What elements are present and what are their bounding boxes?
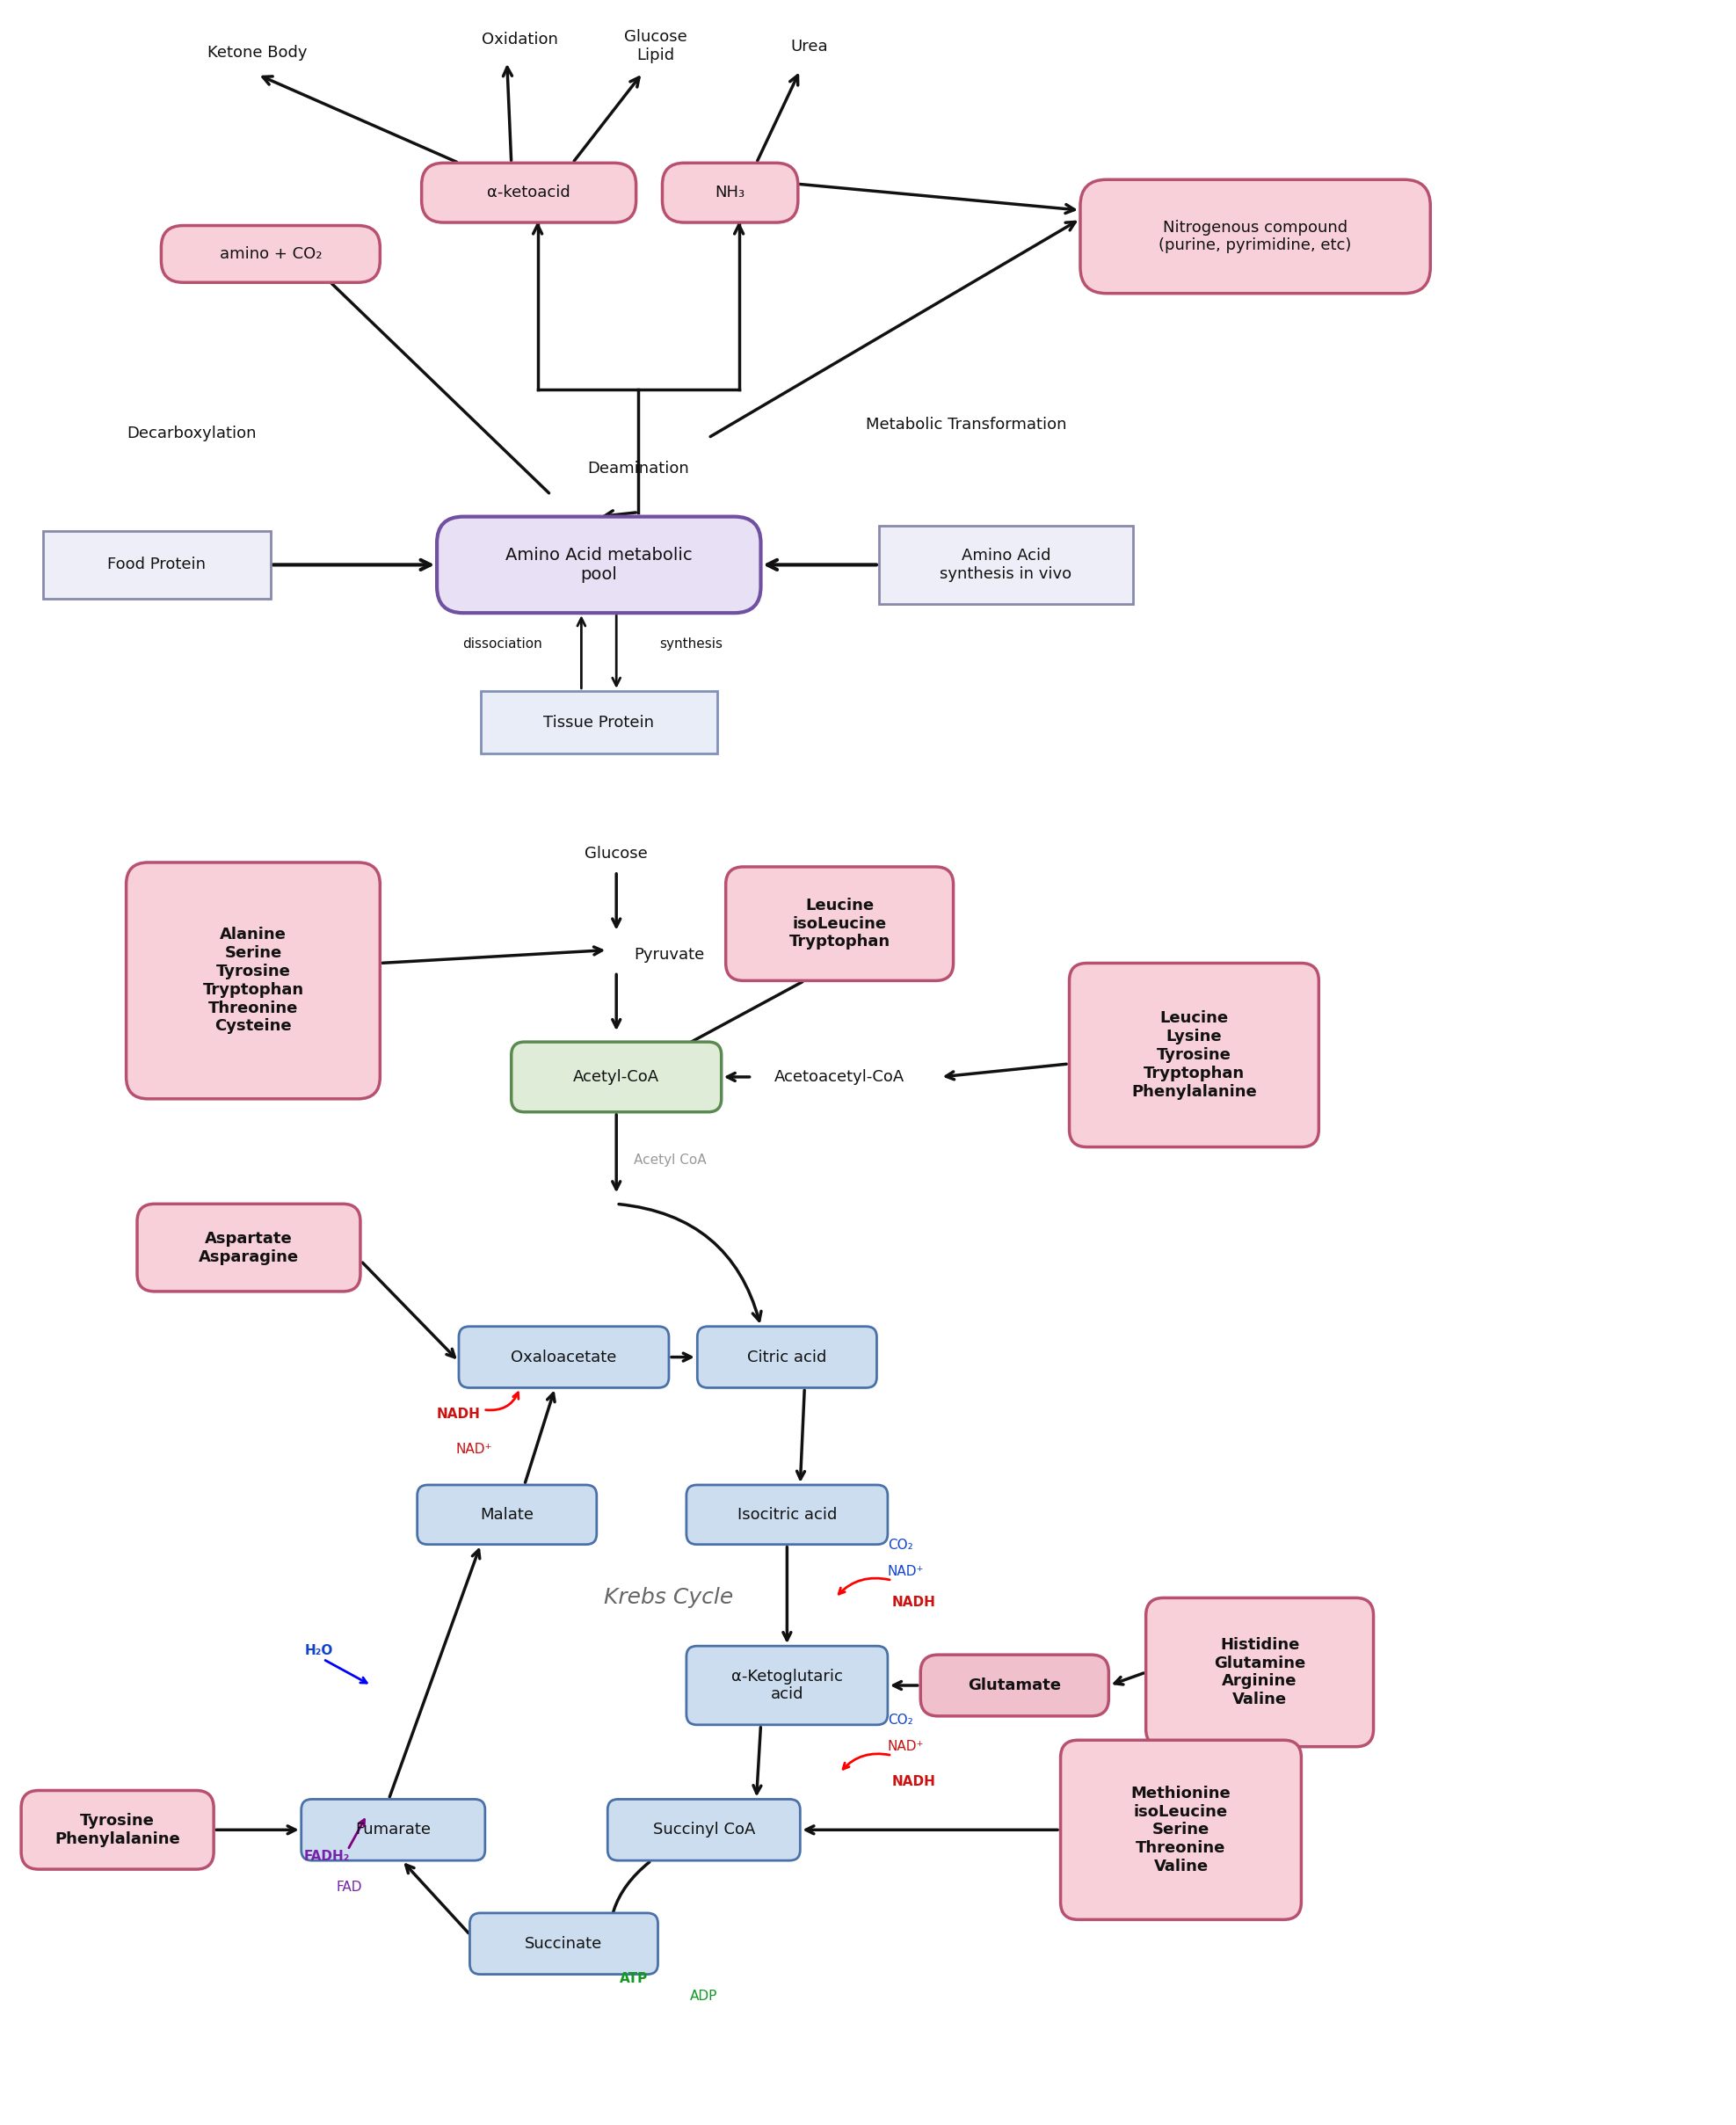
FancyBboxPatch shape — [726, 867, 953, 980]
FancyBboxPatch shape — [21, 1791, 214, 1870]
Text: Ketone Body: Ketone Body — [208, 45, 307, 60]
Text: CO₂: CO₂ — [887, 1538, 913, 1551]
Text: Krebs Cycle: Krebs Cycle — [604, 1587, 734, 1609]
FancyBboxPatch shape — [422, 164, 635, 223]
FancyBboxPatch shape — [481, 691, 717, 754]
Text: Pyruvate: Pyruvate — [634, 946, 705, 963]
Text: Amino Acid metabolic
pool: Amino Acid metabolic pool — [505, 546, 693, 582]
Text: Succinate: Succinate — [524, 1936, 602, 1951]
Text: α-Ketoglutaric
acid: α-Ketoglutaric acid — [731, 1668, 842, 1702]
Text: Amino Acid
synthesis in vivo: Amino Acid synthesis in vivo — [939, 548, 1071, 582]
Text: Citric acid: Citric acid — [746, 1349, 826, 1364]
Text: Oxaloacetate: Oxaloacetate — [510, 1349, 616, 1364]
Text: Tissue Protein: Tissue Protein — [543, 714, 654, 731]
FancyBboxPatch shape — [1080, 181, 1430, 293]
Text: Glutamate: Glutamate — [969, 1677, 1061, 1694]
FancyBboxPatch shape — [878, 525, 1134, 604]
Text: NADH: NADH — [437, 1407, 481, 1422]
FancyBboxPatch shape — [1061, 1740, 1302, 1919]
Text: NADH: NADH — [892, 1596, 936, 1609]
Text: NAD⁺: NAD⁺ — [887, 1740, 924, 1753]
Text: Metabolic Transformation: Metabolic Transformation — [866, 417, 1068, 434]
FancyBboxPatch shape — [43, 531, 271, 599]
FancyBboxPatch shape — [437, 516, 760, 612]
FancyBboxPatch shape — [458, 1326, 668, 1388]
Text: Food Protein: Food Protein — [108, 557, 207, 574]
Text: Aspartate
Asparagine: Aspartate Asparagine — [198, 1230, 299, 1264]
Text: Histidine
Glutamine
Arginine
Valine: Histidine Glutamine Arginine Valine — [1213, 1636, 1305, 1709]
Text: Alanine
Serine
Tyrosine
Tryptophan
Threonine
Cysteine: Alanine Serine Tyrosine Tryptophan Threo… — [203, 926, 304, 1035]
FancyBboxPatch shape — [137, 1205, 361, 1292]
Text: Decarboxylation: Decarboxylation — [127, 425, 257, 442]
Text: Isocitric acid: Isocitric acid — [738, 1507, 837, 1524]
Text: Succinyl CoA: Succinyl CoA — [653, 1821, 755, 1838]
Text: Acetoacetyl-CoA: Acetoacetyl-CoA — [774, 1069, 904, 1086]
Text: Acetyl-CoA: Acetyl-CoA — [573, 1069, 660, 1086]
Text: Nitrogenous compound
(purine, pyrimidine, etc): Nitrogenous compound (purine, pyrimidine… — [1160, 219, 1352, 253]
Text: Glucose: Glucose — [585, 846, 648, 861]
FancyBboxPatch shape — [698, 1326, 877, 1388]
FancyBboxPatch shape — [512, 1041, 722, 1111]
FancyBboxPatch shape — [686, 1485, 887, 1545]
Text: Fumarate: Fumarate — [356, 1821, 431, 1838]
FancyBboxPatch shape — [920, 1655, 1109, 1717]
FancyBboxPatch shape — [302, 1800, 484, 1862]
Text: Glucose
Lipid: Glucose Lipid — [625, 30, 687, 64]
FancyBboxPatch shape — [417, 1485, 597, 1545]
FancyBboxPatch shape — [1069, 963, 1319, 1148]
Text: Leucine
Lysine
Tyrosine
Tryptophan
Phenylalanine: Leucine Lysine Tyrosine Tryptophan Pheny… — [1132, 1012, 1257, 1099]
Text: Deamination: Deamination — [587, 461, 689, 476]
Text: Methionine
isoLeucine
Serine
Threonine
Valine: Methionine isoLeucine Serine Threonine V… — [1130, 1785, 1231, 1874]
Text: CO₂: CO₂ — [887, 1715, 913, 1728]
Text: NH₃: NH₃ — [715, 185, 745, 200]
Text: Acetyl CoA: Acetyl CoA — [634, 1154, 707, 1167]
Text: Urea: Urea — [790, 38, 828, 55]
FancyBboxPatch shape — [1146, 1598, 1373, 1747]
Text: Leucine
isoLeucine
Tryptophan: Leucine isoLeucine Tryptophan — [788, 897, 891, 950]
Text: FADH₂: FADH₂ — [304, 1849, 349, 1864]
FancyBboxPatch shape — [127, 863, 380, 1099]
Text: synthesis: synthesis — [660, 638, 722, 650]
FancyBboxPatch shape — [663, 164, 799, 223]
FancyBboxPatch shape — [161, 225, 380, 283]
FancyBboxPatch shape — [470, 1913, 658, 1974]
Text: ATP: ATP — [620, 1972, 648, 1985]
Text: amino + CO₂: amino + CO₂ — [219, 247, 321, 261]
Text: α-ketoacid: α-ketoacid — [488, 185, 571, 200]
Text: FAD: FAD — [337, 1881, 363, 1893]
Text: Oxidation: Oxidation — [483, 32, 559, 47]
Text: dissociation: dissociation — [464, 638, 542, 650]
Text: ADP: ADP — [691, 1989, 717, 2002]
FancyBboxPatch shape — [608, 1800, 800, 1862]
Text: NAD⁺: NAD⁺ — [455, 1443, 491, 1456]
Text: NADH: NADH — [892, 1774, 936, 1789]
Text: Malate: Malate — [481, 1507, 533, 1524]
FancyBboxPatch shape — [686, 1647, 887, 1726]
Text: NAD⁺: NAD⁺ — [887, 1564, 924, 1579]
Text: Tyrosine
Phenylalanine: Tyrosine Phenylalanine — [56, 1813, 181, 1847]
Text: H₂O: H₂O — [304, 1645, 333, 1658]
